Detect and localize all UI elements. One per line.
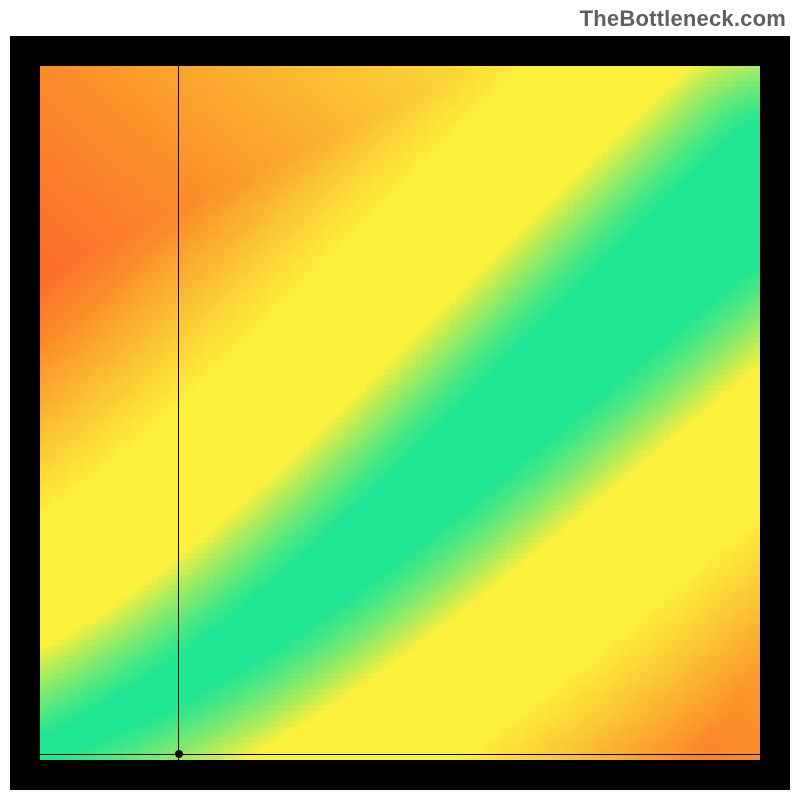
crosshair-marker-dot bbox=[175, 750, 183, 758]
crosshair-horizontal bbox=[40, 754, 760, 755]
frame-top bbox=[10, 36, 790, 66]
frame-left bbox=[10, 36, 40, 790]
crosshair-vertical bbox=[178, 66, 179, 760]
watermark-text: TheBottleneck.com bbox=[580, 6, 786, 32]
bottleneck-heatmap bbox=[40, 66, 760, 760]
frame-bottom bbox=[10, 760, 790, 790]
frame-right bbox=[760, 36, 790, 790]
chart-wrapper: TheBottleneck.com bbox=[0, 0, 800, 800]
